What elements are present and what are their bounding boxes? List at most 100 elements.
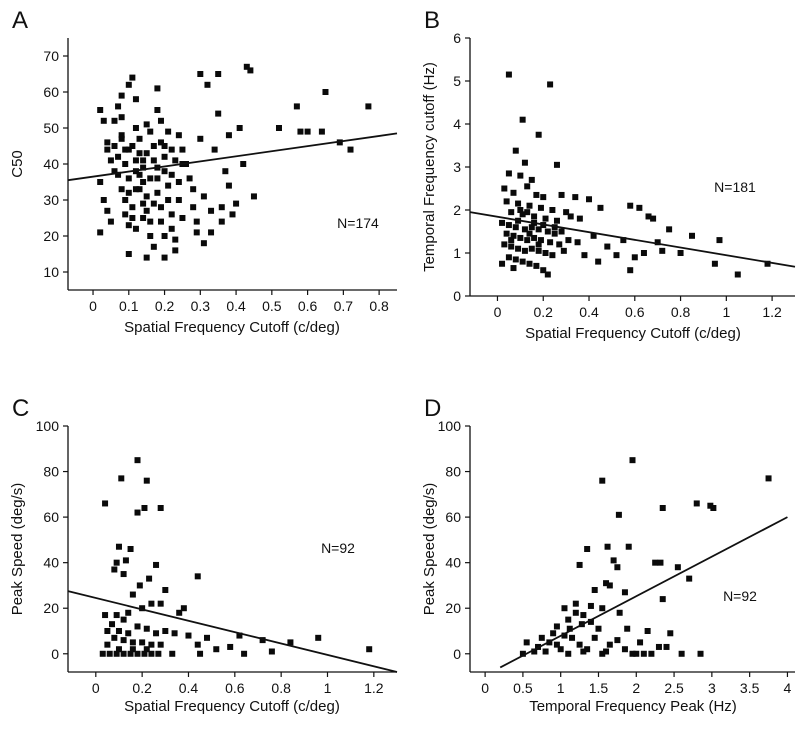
panel-c-point-55 [113,650,120,657]
panel-c-point-37 [185,632,192,639]
panel-a-point-97 [218,218,225,225]
panel-a-point-110 [297,128,304,135]
panel-d-point-60 [629,650,636,657]
panel-a-point-82 [190,186,197,193]
panel-a-point-86 [197,135,204,142]
panel-a-point-81 [186,175,193,182]
panel-c-point-50 [287,639,294,646]
panel-c-point-14 [146,575,153,582]
panel-c-y-axis-label: Peak Speed (deg/s) [9,483,26,616]
panel-c-point-4 [157,505,164,511]
panel-c-point-54 [106,650,113,657]
panel-d-point-36 [624,625,631,632]
panel-a-point-7 [104,207,111,214]
panel-a-point-43 [168,211,175,218]
panel-a-point-88 [200,240,207,247]
panel-c-point-25 [176,609,183,616]
panel-a-point-77 [175,179,182,185]
panel-d-point-66 [519,650,526,657]
panel-d-point-12 [652,559,659,566]
panel-d-point-56 [542,648,549,655]
panel-c-point-13 [153,561,160,568]
panel-d-point-63 [648,650,655,657]
panel-b-point-20 [526,202,533,209]
panel-b-point-90 [517,207,524,213]
panel-a-point-115 [347,146,354,153]
panel-c-point-61 [155,650,162,657]
panel-a-point-40 [161,168,168,175]
panel-a-x-axis-label: Spatial Frequency Cutoff (c/deg) [124,319,340,336]
panel-b-point-80 [666,226,673,233]
panel-b-x-tick-label-2: 0.4 [579,304,599,320]
panel-c-point-23 [102,612,109,619]
panel-d-point-24 [587,602,594,609]
panel-c-x-tick-label-1: 0.2 [132,680,152,696]
panel-b-point-60 [519,258,526,265]
panel-b-point-31 [499,219,506,226]
panel-b-point-99 [560,247,567,254]
panel-c-point-27 [120,616,127,623]
panel-c-point-47 [213,646,220,653]
panel-b-point-30 [576,215,583,222]
panel-b-regression-line [469,211,796,268]
panel-a-point-106 [247,67,254,74]
panel-d-point-2 [599,477,606,484]
panel-d-point-41 [538,634,545,641]
panel-b-point-84 [716,237,723,244]
panel-d-point-47 [553,641,560,648]
panel-d-point-64 [678,650,685,657]
panel-c-x-tick-label-3: 0.6 [225,680,245,696]
panel-c-point-12 [120,571,127,578]
panel-c-point-16 [136,582,143,589]
panel-c-y-tick-label-5: 100 [36,418,60,434]
panel-d-point-8 [625,543,632,550]
panel-a-point-53 [118,186,125,193]
panel-c-point-34 [153,630,160,637]
panel-d-point-50 [637,639,644,646]
panel-d-point-6 [710,505,717,511]
panel-a-point-83 [190,204,197,211]
panel-b-point-39 [558,228,565,235]
panel-b-point-17 [586,196,593,203]
panel-d-x-tick-label-6: 3 [708,680,716,696]
panel-a-point-76 [172,157,179,164]
panel-d-y-tick-label-5: 100 [438,418,462,434]
panel-a-point-63 [140,215,147,221]
panel-c-x-axis-label: Spatial Frequency Cutoff (c/deg) [124,698,340,715]
panel-d-point-54 [584,646,591,653]
panel-b-point-43 [524,237,531,244]
panel-b-point-14 [540,194,547,201]
panel-b-point-68 [597,204,604,211]
panel-b-point-0 [505,71,512,78]
panel-d-x-axis-label: Temporal Frequency Peak (Hz) [529,698,737,715]
panel-a-point-57 [125,251,132,257]
panel-c-point-5 [134,509,141,516]
panel-a-point-42 [165,197,172,203]
panel-a-point-9 [107,218,114,225]
panel-a-point-73 [161,254,168,261]
panel-a-point-33 [150,243,157,250]
panel-a-point-84 [193,218,200,225]
panel-a-point-98 [222,168,229,175]
panel-d-point-14 [576,561,583,568]
panel-d-point-22 [659,596,666,603]
panel-a-point-101 [229,211,236,218]
panel-a-point-69 [154,189,161,196]
panel-c-x-tick-label-4: 0.8 [271,680,291,696]
panel-d-point-18 [603,580,610,587]
panel-c-point-29 [134,623,141,630]
panel-c-point-38 [204,634,211,641]
panel-c-point-0 [134,457,141,464]
panel-b-x-tick-label-5: 1 [722,304,730,320]
panel-d-point-31 [587,618,594,625]
panel-d-point-44 [614,637,621,644]
panel-a-point-99 [225,182,232,189]
panel-d-point-59 [603,648,610,655]
panel-d-point-57 [565,650,572,657]
panel-a-point-29 [143,193,150,200]
panel-c-point-36 [171,630,178,637]
panel-b-point-65 [499,260,506,267]
panel-a-point-91 [208,229,215,236]
panel-a-point-39 [161,153,168,160]
panel-d-point-61 [633,650,640,657]
